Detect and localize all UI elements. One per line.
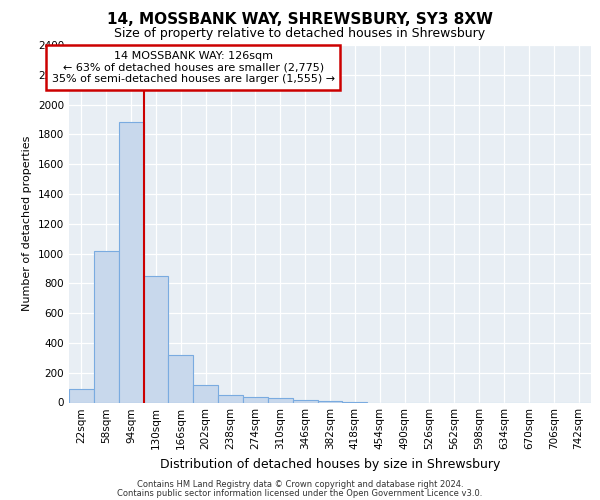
Bar: [317, 401, 343, 402]
Bar: [94, 250, 119, 402]
Text: Contains public sector information licensed under the Open Government Licence v3: Contains public sector information licen…: [118, 488, 482, 498]
Text: 14 MOSSBANK WAY: 126sqm
← 63% of detached houses are smaller (2,775)
35% of semi: 14 MOSSBANK WAY: 126sqm ← 63% of detache…: [52, 51, 335, 84]
Bar: [268, 398, 293, 402]
Bar: [243, 396, 268, 402]
Bar: [193, 386, 218, 402]
Text: 14, MOSSBANK WAY, SHREWSBURY, SY3 8XW: 14, MOSSBANK WAY, SHREWSBURY, SY3 8XW: [107, 12, 493, 28]
Bar: [119, 122, 143, 402]
X-axis label: Distribution of detached houses by size in Shrewsbury: Distribution of detached houses by size …: [160, 458, 500, 471]
Bar: [143, 276, 169, 402]
Bar: [169, 355, 193, 403]
Bar: [69, 389, 94, 402]
Text: Contains HM Land Registry data © Crown copyright and database right 2024.: Contains HM Land Registry data © Crown c…: [137, 480, 463, 489]
Text: Size of property relative to detached houses in Shrewsbury: Size of property relative to detached ho…: [115, 28, 485, 40]
Bar: [218, 395, 243, 402]
Y-axis label: Number of detached properties: Number of detached properties: [22, 136, 32, 312]
Bar: [293, 400, 317, 402]
